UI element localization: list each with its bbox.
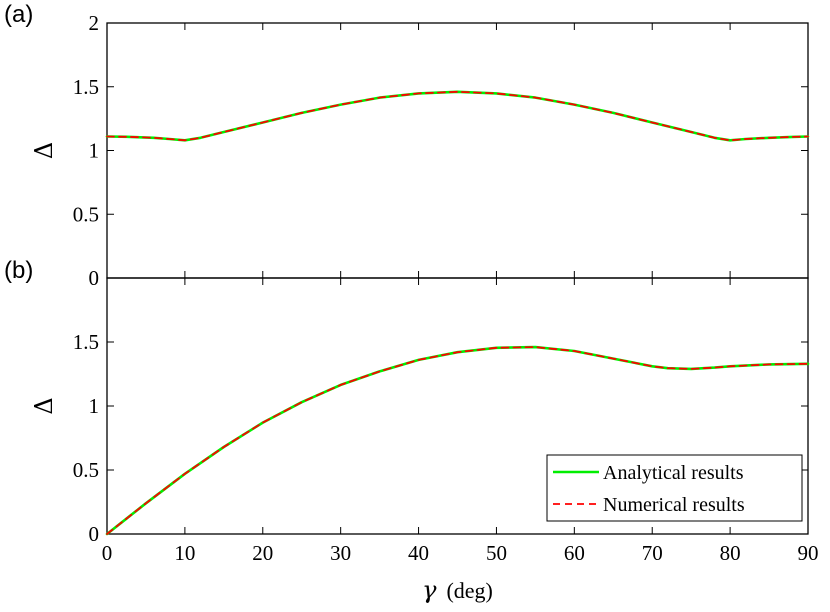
legend-label-analytical: Analytical results	[603, 462, 744, 484]
panel-a-ylabel: Δ	[30, 142, 58, 159]
panel-a-ytick-label: 2	[89, 11, 100, 35]
panel-a-letter: (a)	[4, 1, 34, 28]
legend-box	[546, 454, 803, 522]
panel-b-xtick-label: 90	[798, 541, 819, 565]
panel-a-ytick-label: 1	[89, 139, 100, 163]
panel-b-xtick-label: 30	[330, 541, 351, 565]
panel-b-xtick-label: 50	[486, 541, 507, 565]
panel-b-xtick-label: 20	[252, 541, 273, 565]
panel-b-series-numerical-line	[106, 346, 809, 535]
panel-b-letter: (b)	[4, 257, 34, 284]
xlabel-unit: (deg)	[446, 578, 492, 603]
panel-b-xtick-label: 60	[564, 541, 585, 565]
panel-b-ytick-label: 1	[89, 394, 100, 418]
xlabel-symbol: γ	[422, 576, 437, 604]
panel-b-xtick-label: 80	[720, 541, 741, 565]
panel-b-xtick-label: 70	[642, 541, 663, 565]
panel-b-xtick-label: 0	[102, 541, 113, 565]
panel-a-ytick-label: 1.5	[73, 75, 99, 99]
panel-a-ytick-label: 0.5	[73, 202, 99, 226]
panel-a-axes-frame	[106, 22, 809, 279]
panel-b-ytick-label: 1.5	[73, 330, 99, 354]
panel-a-series-numerical-line	[106, 90, 809, 142]
panel-b-ytick-label: 0.5	[73, 458, 99, 482]
panel-b-ylabel: Δ	[30, 397, 58, 414]
panel-b-xtick-label: 40	[408, 541, 429, 565]
panel-a-series-analytical-line	[105, 90, 810, 142]
panel-a-ytick-label: 0	[89, 266, 100, 290]
legend-label-numerical: Numerical results	[603, 494, 745, 516]
panel-b-ytick-label: 0	[89, 522, 100, 546]
panel-b-xlabel: γ (deg)	[422, 576, 493, 604]
panel-b-xtick-label: 10	[174, 541, 195, 565]
